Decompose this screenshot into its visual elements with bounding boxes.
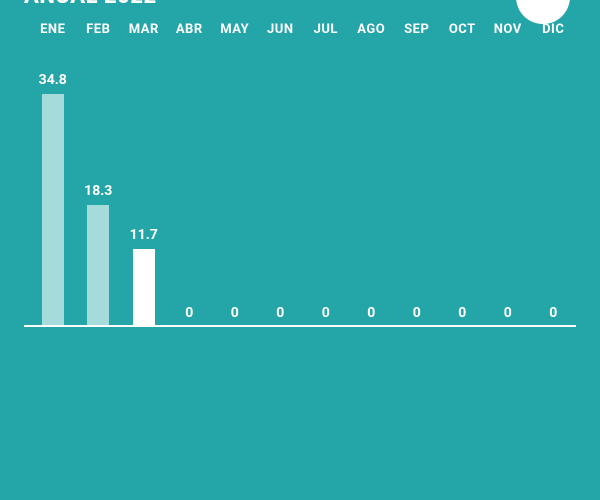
bar-slot: 11.7 — [121, 47, 167, 327]
bar-rect — [133, 249, 155, 327]
bar-slot: 0 — [349, 47, 395, 327]
month-label: ENE — [30, 22, 76, 37]
bar-slot: 0 — [440, 47, 486, 327]
bar-value-label: 18.3 — [84, 183, 112, 199]
month-label: JUL — [303, 22, 349, 37]
bar-rect — [87, 205, 109, 327]
bar-slot: 18.3 — [76, 47, 122, 327]
month-label: SEP — [394, 22, 440, 37]
chart-baseline — [24, 325, 576, 327]
annual-chart-card: ANUAL 2022 ENEFEBMARABRMAYJUNJULAGOSEPOC… — [0, 0, 600, 500]
bar-slot: 0 — [212, 47, 258, 327]
header-circle-button[interactable] — [516, 0, 570, 24]
month-label: AGO — [349, 22, 395, 37]
card-header: ANUAL 2022 — [24, 0, 576, 10]
month-label: JUN — [258, 22, 304, 37]
bar-slot: 34.8 — [30, 47, 76, 327]
month-label: ABR — [167, 22, 213, 37]
month-label: FEB — [76, 22, 122, 37]
bars-container: 34.8 18.3 11.7 0 0 0 0 0 0 0 0 0 — [30, 47, 576, 327]
month-label: MAY — [212, 22, 258, 37]
bar-rect — [42, 94, 64, 327]
bar-value-label: 34.8 — [39, 72, 67, 88]
month-label: DIC — [531, 22, 577, 37]
bar-slot: 0 — [167, 47, 213, 327]
bar-slot: 0 — [485, 47, 531, 327]
month-label: OCT — [440, 22, 486, 37]
bar-value-label: 11.7 — [130, 227, 158, 243]
month-label: NOV — [485, 22, 531, 37]
month-axis: ENEFEBMARABRMAYJUNJULAGOSEPOCTNOVDIC — [24, 22, 576, 37]
bar-value-label: 0 — [231, 305, 239, 321]
bar-value-label: 0 — [185, 305, 193, 321]
bar-value-label: 0 — [367, 305, 375, 321]
bar-value-label: 0 — [504, 305, 512, 321]
bar-slot: 0 — [258, 47, 304, 327]
bar-slot: 0 — [303, 47, 349, 327]
month-label: MAR — [121, 22, 167, 37]
monthly-bar-chart: ENEFEBMARABRMAYJUNJULAGOSEPOCTNOVDIC 34.… — [24, 22, 576, 327]
bar-value-label: 0 — [458, 305, 466, 321]
bar-value-label: 0 — [413, 305, 421, 321]
bar-value-label: 0 — [549, 305, 557, 321]
bar-value-label: 0 — [276, 305, 284, 321]
bar-slot: 0 — [531, 47, 577, 327]
chart-plot-area: 34.8 18.3 11.7 0 0 0 0 0 0 0 0 0 — [24, 47, 576, 327]
bar-slot: 0 — [394, 47, 440, 327]
bar-value-label: 0 — [322, 305, 330, 321]
